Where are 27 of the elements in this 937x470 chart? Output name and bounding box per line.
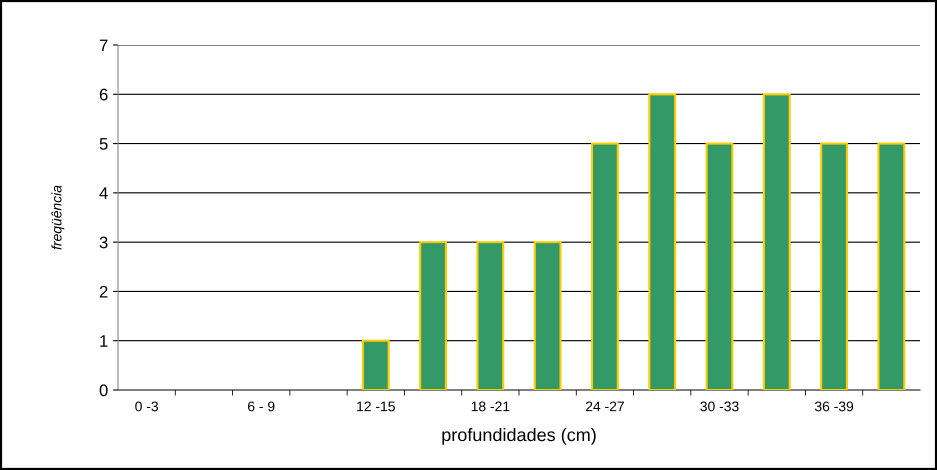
- x-tick-label: 0 -3: [135, 401, 158, 412]
- y-tick-label: 3: [100, 236, 108, 248]
- x-tick-label: 24 -27: [586, 401, 624, 412]
- x-tick-label: 18 -21: [472, 401, 510, 412]
- bar: [590, 142, 619, 390]
- y-tick-label: 4: [99, 187, 108, 199]
- y-tick-label: 2: [100, 286, 108, 298]
- x-tick-label: 6 - 9: [248, 401, 274, 412]
- bar: [419, 241, 448, 390]
- bar: [362, 340, 390, 390]
- y-tick-label: 6: [100, 88, 108, 100]
- y-tick-label: 5: [100, 138, 108, 150]
- bar: [648, 93, 676, 390]
- y-tick-label: 7: [100, 40, 108, 52]
- x-tick-label: 12 -15: [357, 401, 395, 412]
- x-tick-label: 30 -33: [700, 401, 739, 412]
- bar: [762, 93, 791, 390]
- x-tick-label: 36 -39: [814, 401, 854, 412]
- bar: [706, 142, 734, 390]
- y-tick-label: 0: [100, 384, 108, 396]
- bar: [877, 142, 906, 390]
- y-tick-label: 1: [100, 335, 108, 347]
- x-axis-title: profundidades (cm): [442, 428, 596, 445]
- y-axis-title: freqüência: [51, 186, 64, 250]
- bar: [476, 241, 504, 390]
- bar: [820, 142, 848, 390]
- bar: [534, 241, 562, 390]
